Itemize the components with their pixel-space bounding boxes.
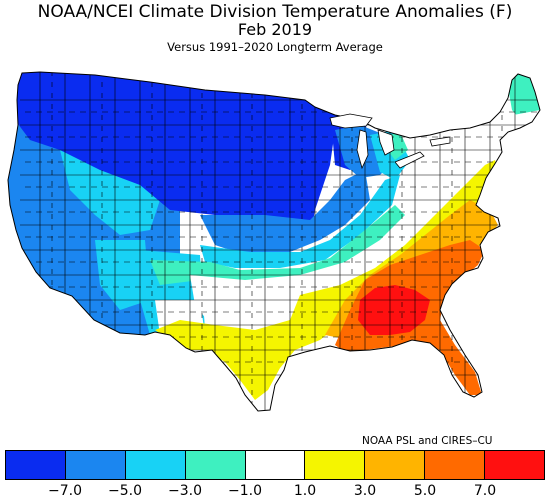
- legend-tick-label: −7.0: [48, 483, 82, 499]
- legend-tick-label: −3.0: [168, 483, 202, 499]
- lake-erie: [394, 151, 425, 169]
- legend-tick-label: 3.0: [353, 483, 377, 499]
- legend-tick-label: 5.0: [413, 483, 437, 499]
- legend-swatch: [245, 451, 306, 479]
- map-title: NOAA/NCEI Climate Division Temperature A…: [37, 2, 513, 22]
- region-plains-teal: [150, 205, 405, 285]
- legend-swatch: [6, 451, 66, 479]
- legend-swatch: [365, 451, 426, 479]
- region-plains-cyan: [200, 175, 400, 268]
- region-red-core: [358, 285, 430, 335]
- region-newengland-teal: [505, 72, 540, 125]
- lake-superior: [329, 113, 373, 129]
- region-north-deep-blue: [15, 72, 335, 245]
- credit-label: NOAA PSL and CIRES–CU: [362, 435, 493, 447]
- legend-colorbar: [5, 450, 545, 480]
- division-boundaries: [20, 72, 540, 411]
- lake-ontario: [429, 136, 451, 147]
- region-plains-medium-blue: [200, 170, 370, 255]
- lake-huron: [377, 129, 395, 156]
- legend-swatch: [65, 451, 126, 479]
- legend-swatch: [305, 451, 366, 479]
- lake-michigan: [356, 129, 369, 170]
- legend-swatch: [185, 451, 246, 479]
- region-yellow: [155, 160, 500, 400]
- us-outline: [7, 71, 541, 412]
- region-central-white: [190, 110, 540, 335]
- legend-tick-label: −5.0: [108, 483, 142, 499]
- legend-tick-label: 1.0: [293, 483, 317, 499]
- legend-tick-label: 7.0: [473, 483, 497, 499]
- legend-swatch: [425, 451, 486, 479]
- baseline-note: Versus 1991–2020 Longterm Average: [167, 40, 383, 54]
- legend-swatch: [125, 451, 186, 479]
- map-subtitle: Feb 2019: [237, 20, 313, 39]
- legend-tick-label: −1.0: [228, 483, 262, 499]
- legend-swatch: [485, 451, 545, 479]
